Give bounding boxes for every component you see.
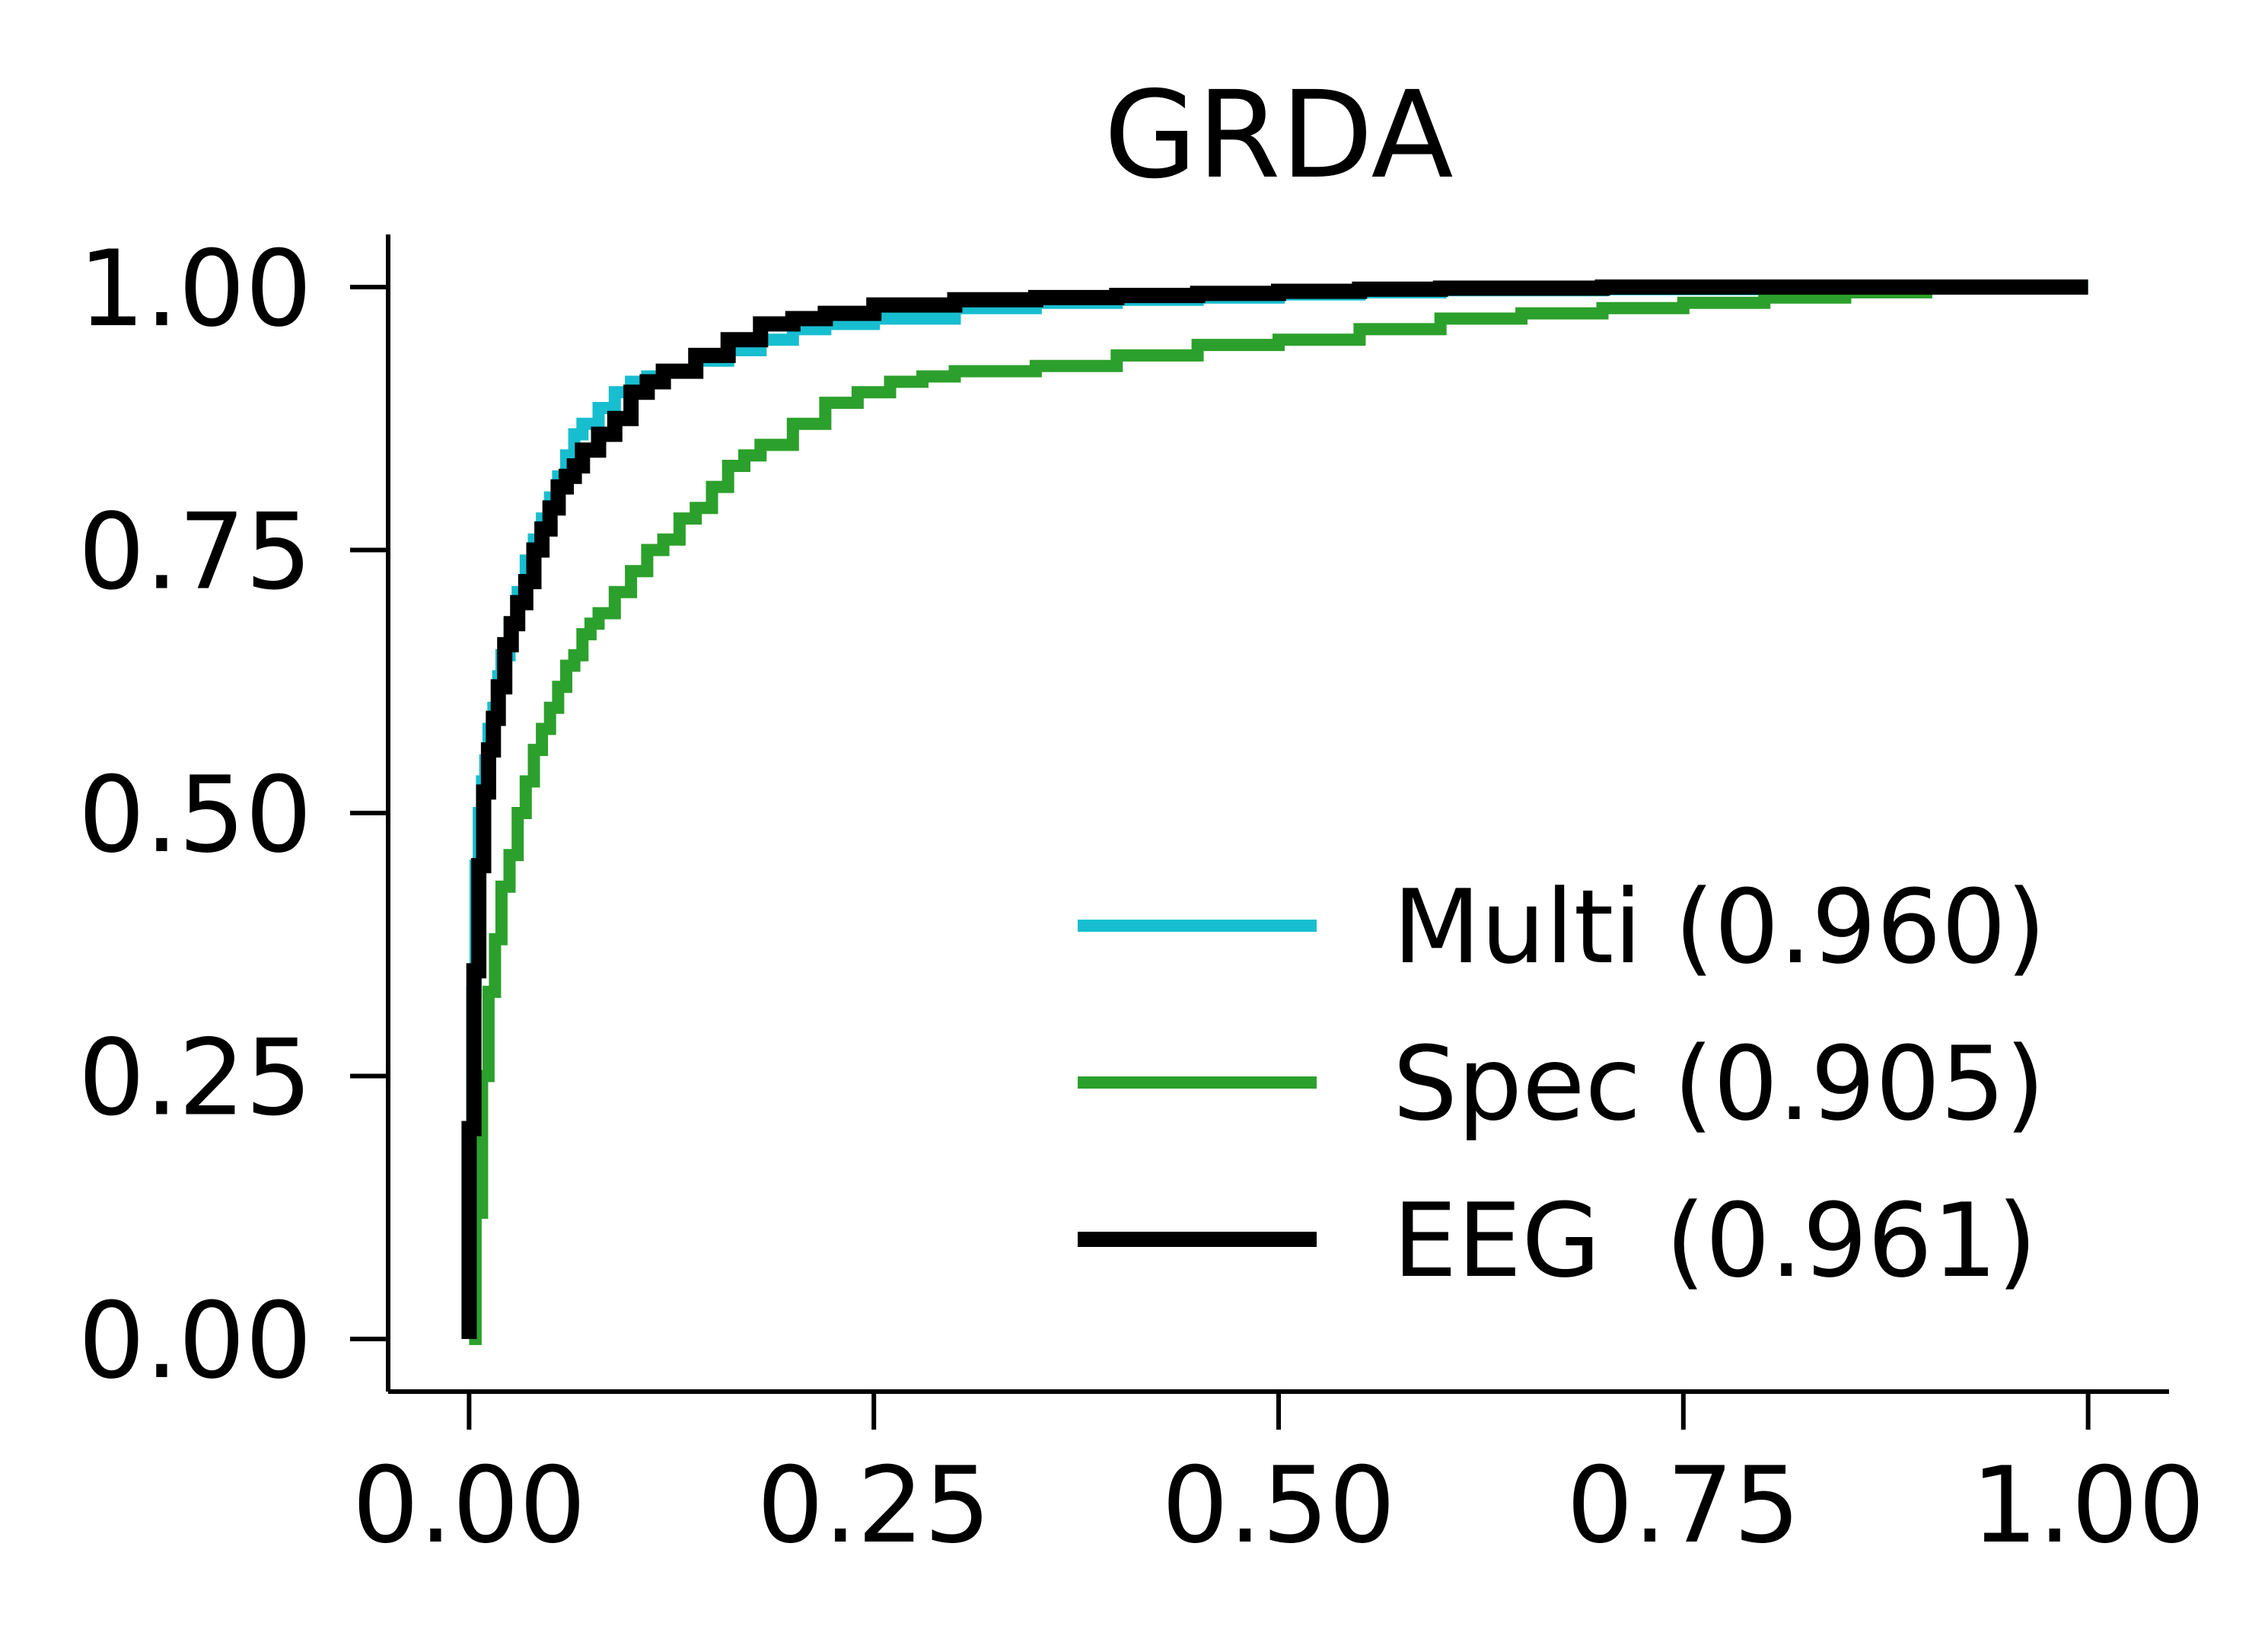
x-tick-label: 1.00 <box>1971 1444 2205 1567</box>
legend: Multi (0.960) Spec (0.905) EEG (0.961) <box>1078 868 2046 1300</box>
x-tick-label: 0.00 <box>352 1444 586 1567</box>
chart-title: GRDA <box>1104 65 1453 206</box>
x-tick-label: 0.50 <box>1161 1444 1395 1567</box>
series-layer <box>461 279 2088 1345</box>
series-line-2 <box>461 279 2088 1339</box>
y-tick-label: 0.50 <box>78 754 312 876</box>
axes: 0.00 0.25 0.50 0.75 1.00 0.00 0.25 0.50 0.75 1.00 <box>78 228 2206 1567</box>
y-tick-label: 0.25 <box>78 1016 312 1139</box>
x-tick-label: 0.75 <box>1566 1444 1800 1567</box>
x-tick-label: 0.25 <box>757 1444 991 1567</box>
legend-label-1: Spec (0.905) <box>1393 1025 2045 1143</box>
legend-label-2: EEG (0.961) <box>1393 1181 2037 1300</box>
y-tick-label: 1.00 <box>78 228 312 350</box>
series-line-1 <box>469 281 2088 1345</box>
y-tick-label: 0.00 <box>78 1280 312 1402</box>
legend-label-0: Multi (0.960) <box>1393 868 2046 987</box>
y-tick-label: 0.75 <box>78 491 312 614</box>
